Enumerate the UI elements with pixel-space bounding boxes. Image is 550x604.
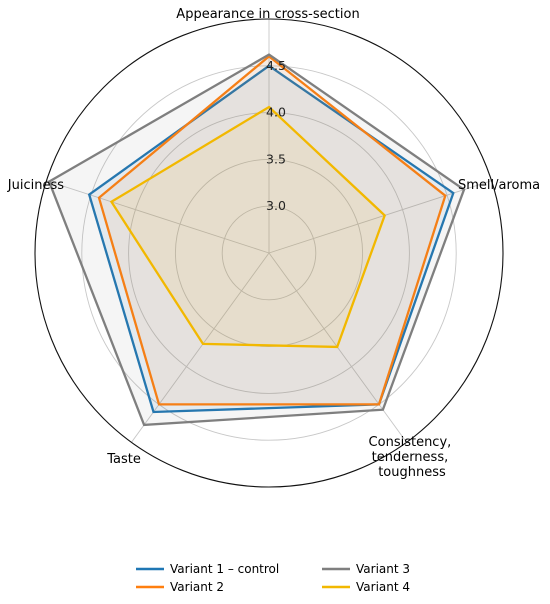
legend-item: Variant 2 bbox=[136, 580, 224, 594]
legend-label: Variant 2 bbox=[170, 580, 224, 594]
axis-labels: Appearance in cross-section Smell/aroma … bbox=[7, 7, 540, 480]
legend-item: Variant 4 bbox=[322, 580, 410, 594]
axis-label-consistency-line: toughness bbox=[378, 465, 446, 480]
radial-tick-labels: 3.0 3.5 4.0 4.5 bbox=[266, 58, 286, 213]
grid-spoke bbox=[131, 252, 270, 443]
r-tick-label: 4.5 bbox=[266, 58, 286, 73]
r-tick-label: 3.0 bbox=[266, 198, 286, 213]
r-tick-label: 4.0 bbox=[266, 105, 286, 120]
axis-label-smell: Smell/aroma bbox=[458, 178, 540, 193]
grid-spoke bbox=[46, 180, 270, 254]
series-polygon bbox=[87, 64, 455, 414]
legend: Variant 1 – control Variant 2 Variant 3 … bbox=[136, 562, 410, 594]
axis-label-taste: Taste bbox=[106, 452, 141, 467]
r-tick-label: 3.5 bbox=[266, 151, 286, 166]
axis-label-juiciness: Juiciness bbox=[7, 178, 64, 193]
legend-item: Variant 1 – control bbox=[136, 562, 279, 576]
outer-frame bbox=[34, 18, 504, 488]
axis-label-consistency-line: Consistency, bbox=[369, 435, 452, 450]
legend-item: Variant 3 bbox=[322, 562, 410, 576]
radar-series bbox=[47, 53, 466, 427]
series-polygon bbox=[47, 53, 466, 427]
legend-label: Variant 1 – control bbox=[170, 562, 279, 576]
series-polygon bbox=[109, 105, 387, 349]
legend-label: Variant 3 bbox=[356, 562, 410, 576]
radar-grid bbox=[34, 18, 504, 488]
axis-label-consistency: Consistency, tenderness, toughness bbox=[369, 435, 456, 480]
axis-label-consistency-line: tenderness, bbox=[372, 450, 449, 465]
axis-label-appearance: Appearance in cross-section bbox=[176, 7, 359, 22]
legend-label: Variant 4 bbox=[356, 580, 410, 594]
